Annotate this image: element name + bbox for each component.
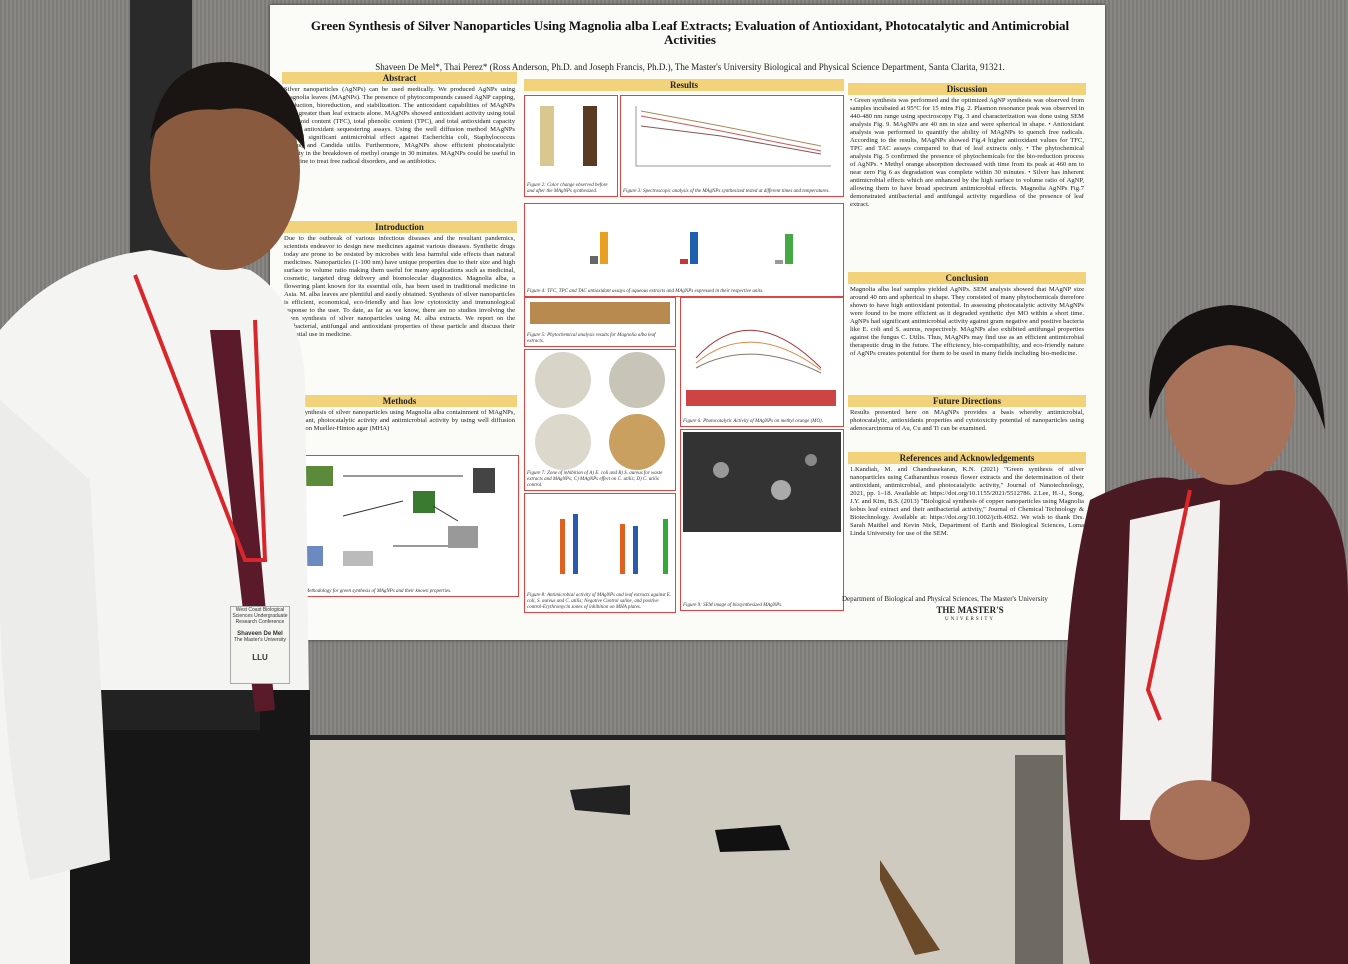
woman-hands	[1150, 780, 1250, 860]
section: Methods Green synthesis of silver nanopa…	[282, 395, 517, 450]
section-body: • Green synthesis was performed and the …	[850, 97, 1084, 208]
poster-authors: Shaveen De Mel*, Thai Perez* (Ross Ander…	[375, 62, 1005, 72]
figure: Figure 7: Zone of inhibition of A) E. co…	[524, 349, 676, 491]
section: Results	[524, 79, 844, 93]
section-body: Results presented here on MAgNPs provide…	[850, 409, 1084, 432]
section-heading: Introduction	[282, 221, 517, 233]
methods-diagram	[303, 466, 495, 566]
section: Conclusion Magnolia alba leaf samples yi…	[848, 272, 1086, 394]
section-heading: Future Directions	[848, 395, 1086, 407]
man-hair	[150, 61, 305, 150]
figure: Figure 6: Photocatalytic Activity of MAg…	[680, 297, 844, 427]
photocatalytic-plot	[686, 329, 836, 406]
poster-title: Green Synthesis of Silver Nanoparticles …	[310, 18, 1070, 47]
woman-face	[1165, 315, 1295, 485]
section-body: Magnolia alba leaf samples yielded AgNPs…	[850, 286, 1084, 357]
antioxidant-bars	[590, 232, 793, 264]
antimicrobial-bars	[560, 514, 668, 574]
section: Introduction Due to the outbreak of vari…	[282, 221, 517, 391]
figure-caption: Figure 5: Phytochemical analysis results…	[527, 333, 656, 344]
man-arm	[0, 400, 110, 880]
figure-caption: Figure 3: Spectroscopic analysis of the …	[623, 189, 830, 194]
woman-hair	[1149, 305, 1325, 430]
section: References and Acknowledgements 1.Kandia…	[848, 452, 1086, 592]
phytochemical-tubes	[530, 302, 670, 324]
section: Discussion • Green synthesis was perform…	[848, 83, 1086, 271]
figure-caption: Figure 9: SEM image of biosynthesized MA…	[683, 603, 783, 608]
section-body: Due to the outbreak of various infectiou…	[284, 235, 515, 338]
poster-footer: Department of Biological and Physical Sc…	[842, 595, 1048, 603]
university-logo-sub: UNIVERSITY	[945, 617, 995, 622]
poster: Green Synthesis of Silver Nanoparticles …	[270, 5, 1105, 640]
badge-event: West Coast Biological Sciences Undergrad…	[232, 607, 288, 625]
man-face	[150, 70, 300, 270]
section: Abstract Silver nanoparticles (AgNPs) ca…	[282, 72, 517, 218]
section: Future Directions Results presented here…	[848, 395, 1086, 451]
figure-caption: Figure 8: Antimicrobial activity of MAgN…	[527, 593, 672, 610]
university-logo: THE MASTER'S	[936, 605, 1004, 615]
figure-caption: Figure 6: Photocatalytic Activity of MAg…	[683, 419, 823, 424]
section-heading: References and Acknowledgements	[848, 452, 1086, 464]
petri-dishes	[535, 352, 665, 470]
section-body: 1.Kandiah, M. and Chandrasekaran, K.N. (…	[850, 466, 1084, 537]
badge-name: Shaveen De Mel	[237, 631, 283, 637]
lanyard	[133, 274, 268, 562]
figure-caption: Figure 7: Zone of inhibition of A) E. co…	[527, 471, 663, 488]
section-body: Green synthesis of silver nanoparticles …	[284, 409, 515, 432]
figure: Figure 9: SEM image of biosynthesized MA…	[680, 429, 844, 611]
figure-caption: Figure 4: TFC, TPC and TAC antioxidant a…	[527, 289, 764, 294]
section-heading: Conclusion	[848, 272, 1086, 284]
lanyard	[1145, 489, 1192, 721]
badge-logo: LLU	[252, 653, 268, 662]
shoe	[880, 860, 940, 955]
section-heading: Abstract	[282, 72, 517, 84]
name-badge: West Coast Biological Sciences Undergrad…	[230, 606, 290, 684]
section-heading: Methods	[282, 395, 517, 407]
badge-school: The Master's University	[233, 637, 287, 643]
figure-caption: Figure 1: Methodology for green synthesi…	[285, 589, 452, 594]
figure: Figure 3: Spectroscopic analysis of the …	[620, 95, 844, 197]
sem-image	[683, 432, 841, 532]
section-heading: Discussion	[848, 83, 1086, 95]
section-heading: Results	[524, 79, 844, 91]
spectrum-plot	[635, 106, 831, 167]
figure: Figure 1: Methodology for green synthesi…	[282, 455, 519, 597]
figure: Figure 4: TFC, TPC and TAC antioxidant a…	[524, 203, 844, 297]
section-body: Silver nanoparticles (AgNPs) can be used…	[284, 86, 515, 165]
figure: Figure 5: Phytochemical analysis results…	[524, 297, 676, 347]
woman-shirt	[1120, 500, 1220, 820]
shoe	[715, 825, 790, 852]
man-trousers	[70, 690, 310, 964]
vials	[540, 106, 597, 166]
figure: Figure 8: Antimicrobial activity of MAgN…	[524, 493, 676, 613]
post	[1015, 755, 1063, 964]
figure: Figure 2: Color change observed before a…	[524, 95, 618, 197]
figure-caption: Figure 2: Color change observed before a…	[527, 183, 608, 194]
shoe	[570, 785, 630, 815]
